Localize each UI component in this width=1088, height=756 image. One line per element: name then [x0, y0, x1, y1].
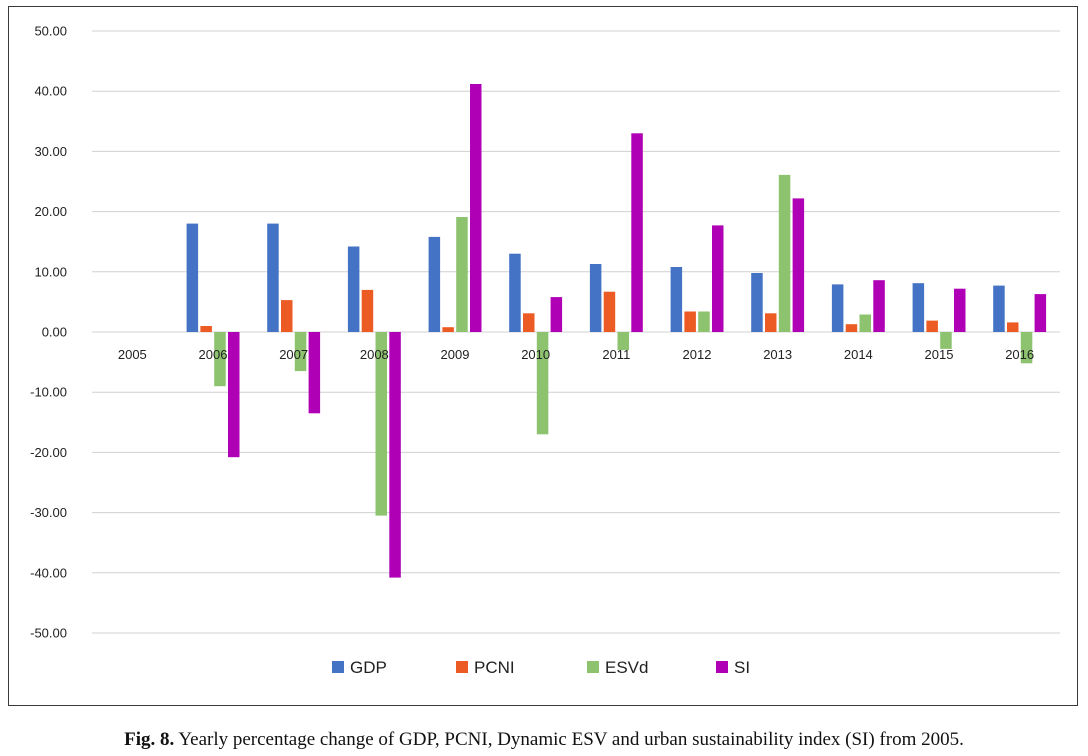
x-tick-label: 2009	[441, 347, 470, 362]
bar-si-2008	[389, 332, 401, 578]
bar-si-2015	[954, 288, 966, 332]
bar-chart: 50.00 40.00 30.00 20.00 10.00 0.00 -10.00 -20.0…	[30, 24, 1060, 677]
bar-esvd-2007	[294, 332, 307, 372]
legend-label-si: SI	[734, 658, 750, 677]
bar-pcni-2006	[200, 326, 212, 332]
y-tick-label: 50.00	[34, 24, 67, 39]
bar-gdp-2013	[751, 273, 763, 332]
y-tick-label: 10.00	[34, 264, 67, 279]
legend-swatch-esvd	[587, 661, 599, 673]
bar-gdp-2011	[589, 264, 602, 332]
x-tick-label: 2008	[360, 347, 389, 362]
bar-gdp-2006	[186, 223, 199, 332]
legend-label-gdp: GDP	[350, 658, 387, 677]
bar-si-2009	[470, 84, 482, 332]
bar-esvd-2013	[778, 174, 791, 332]
legend-swatch-gdp	[332, 661, 344, 673]
bar-gdp-2016	[993, 285, 1005, 332]
bar-esvd-2008	[375, 332, 387, 516]
legend-swatch-si	[716, 661, 728, 673]
y-tick-label: 0.00	[42, 325, 67, 340]
bar-esvd-2015	[940, 332, 952, 349]
bar-gdp-2015	[912, 283, 925, 332]
bar-gdp-2012	[670, 267, 683, 332]
legend-swatch-pcni	[456, 661, 468, 673]
x-tick-label: 2012	[683, 347, 712, 362]
bar-si-2012	[712, 225, 724, 332]
x-tick-label: 2005	[118, 347, 147, 362]
bar-pcni-2007	[281, 300, 293, 332]
caption-text: Yearly percentage change of GDP, PCNI, D…	[178, 729, 964, 750]
bar-pcni-2010	[523, 313, 535, 332]
bar-esvd-2011	[617, 332, 629, 351]
y-tick-label: -50.00	[30, 626, 67, 641]
figure-caption: Fig. 8. Yearly percentage change of GDP,…	[0, 729, 1088, 751]
legend-label-esvd: ESVd	[605, 658, 648, 677]
bar-esvd-2006	[214, 332, 226, 387]
bar-si-2006	[228, 332, 240, 458]
y-tick-label: -10.00	[30, 385, 67, 400]
bar-esvd-2016	[1020, 332, 1033, 364]
bar-esvd-2012	[698, 311, 710, 332]
y-tick-label: 20.00	[34, 204, 67, 219]
bar-pcni-2013	[765, 313, 777, 332]
bar-gdp-2010	[509, 253, 521, 332]
bar-pcni-2016	[1007, 322, 1019, 332]
bar-pcni-2015	[926, 320, 938, 332]
x-tick-label: 2016	[1005, 347, 1034, 362]
bar-esvd-2010	[536, 332, 549, 435]
x-tick-label: 2015	[925, 347, 954, 362]
bar-gdp-2007	[267, 223, 279, 332]
y-tick-label: -30.00	[30, 505, 67, 520]
bar-si-2007	[308, 332, 321, 414]
bar-pcni-2008	[361, 289, 374, 332]
bar-si-2013	[792, 198, 805, 332]
bar-si-2010	[550, 297, 563, 332]
legend-label-pcni: PCNI	[474, 658, 515, 677]
x-tick-label: 2007	[279, 347, 308, 362]
y-tick-label: 40.00	[34, 84, 67, 99]
bar-gdp-2009	[428, 236, 441, 332]
bar-si-2014	[873, 280, 885, 332]
bar-gdp-2014	[831, 284, 844, 332]
x-tick-label: 2013	[763, 347, 792, 362]
x-tick-label: 2010	[521, 347, 550, 362]
chart-frame: 50.00 40.00 30.00 20.00 10.00 0.00 -10.00 -20.0…	[8, 6, 1078, 706]
bar-pcni-2014	[845, 324, 858, 332]
bar-si-2011	[631, 133, 643, 332]
bar-gdp-2008	[347, 246, 360, 332]
y-tick-label: -40.00	[30, 565, 67, 580]
bar-esvd-2014	[859, 314, 871, 332]
x-tick-label: 2014	[844, 347, 873, 362]
y-tick-label: -20.00	[30, 445, 67, 460]
bar-pcni-2009	[442, 327, 454, 332]
bar-pcni-2012	[684, 311, 696, 332]
caption-label: Fig. 8.	[124, 729, 175, 750]
bar-si-2016	[1034, 294, 1047, 332]
bar-pcni-2011	[603, 291, 616, 332]
bar-esvd-2009	[456, 217, 468, 332]
x-tick-label: 2011	[602, 347, 630, 362]
y-tick-label: 30.00	[34, 144, 67, 159]
x-tick-label: 2006	[199, 347, 228, 362]
